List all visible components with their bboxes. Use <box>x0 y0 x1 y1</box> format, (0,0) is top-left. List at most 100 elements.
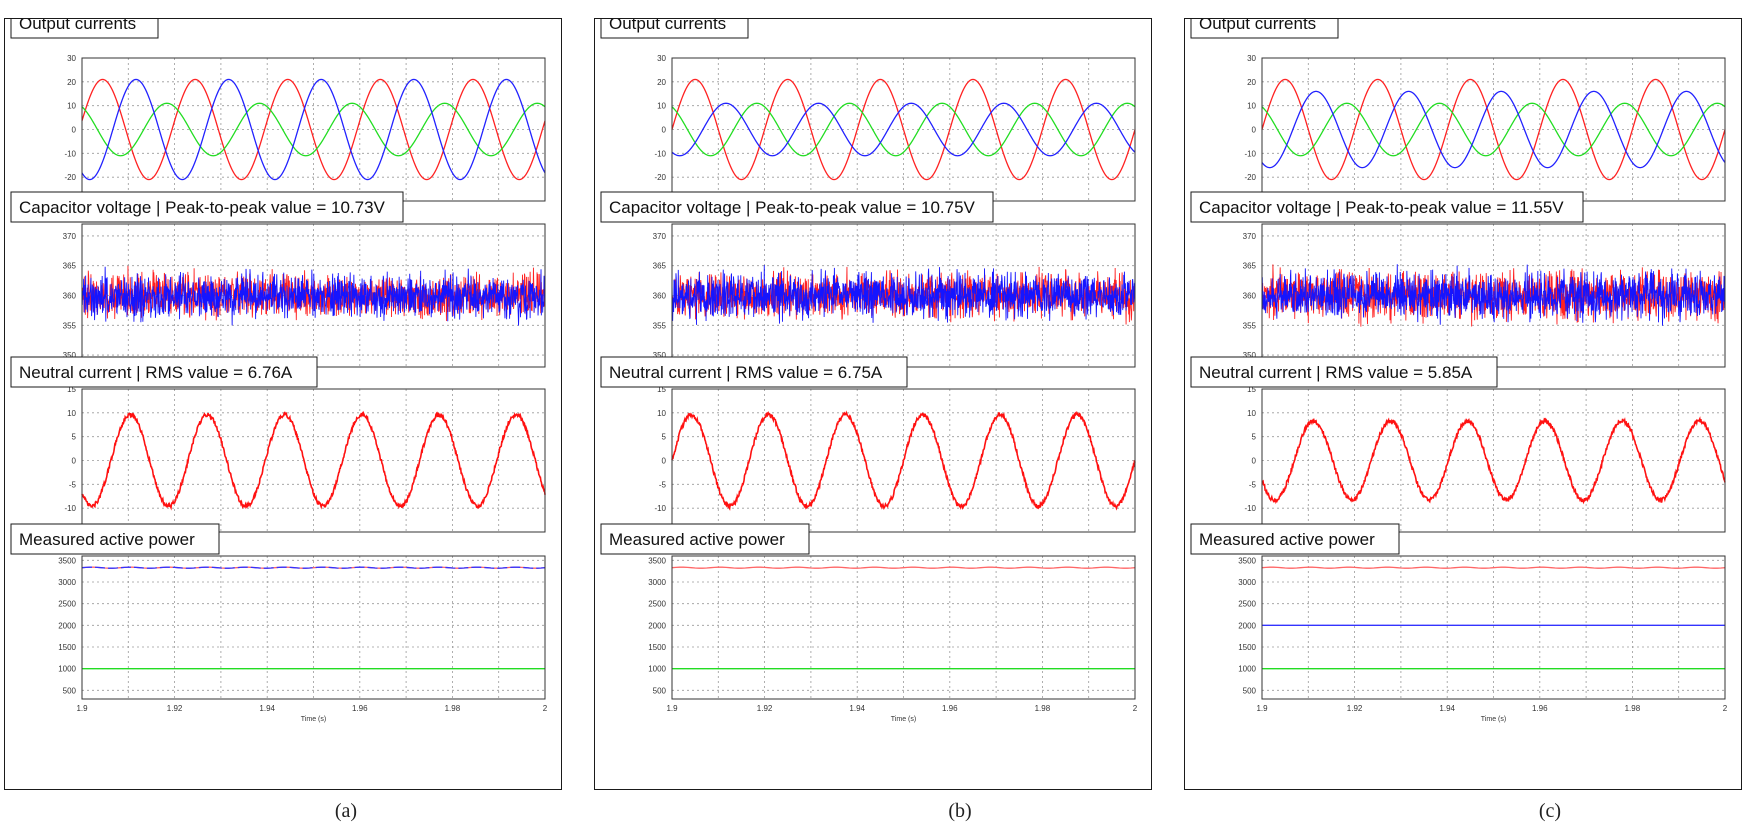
y-tick-label: 10 <box>1247 102 1256 111</box>
plot-border <box>1261 555 1726 700</box>
y-tick-label: -10 <box>64 149 76 158</box>
plot-title: Measured active power <box>1199 530 1375 549</box>
y-tick-label: 2500 <box>648 600 666 609</box>
y-tick-label: 365 <box>63 262 77 271</box>
y-tick-label: 355 <box>1243 321 1257 330</box>
plot-border <box>81 555 546 700</box>
series-line-2 <box>81 266 546 326</box>
y-tick-label: 3000 <box>1238 578 1256 587</box>
y-tick-label: 20 <box>1247 78 1256 87</box>
series-line-3 <box>81 78 546 181</box>
grid <box>82 556 545 699</box>
plot-title-box <box>600 19 749 39</box>
x-axis-label: Time (s) <box>1481 716 1506 723</box>
plot-a-2: 350 355 360 365 370 Capacitor voltage | Peak-… <box>10 191 546 368</box>
x-tick-label: 1.94 <box>259 704 275 713</box>
series-line-1 <box>671 410 1136 511</box>
y-tick-label: 2500 <box>58 600 76 609</box>
series-group <box>1261 416 1726 505</box>
y-tick-label: 20 <box>67 78 76 87</box>
y-tick-label: 360 <box>1243 292 1257 301</box>
y-tick-label: 3000 <box>58 578 76 587</box>
y-tick-label: 30 <box>1247 54 1256 63</box>
y-tick-label: -10 <box>1244 504 1256 513</box>
y-tick-label: 30 <box>67 54 76 63</box>
plot-title-box <box>600 356 908 388</box>
y-tick-label: 5 <box>662 433 667 442</box>
y-tick-label: 3500 <box>1238 556 1256 565</box>
y-tick-label: 500 <box>1243 686 1257 695</box>
panel-c-caption: (c) <box>1538 800 1562 822</box>
series-group <box>671 265 1136 325</box>
y-tick-label: 360 <box>63 292 77 301</box>
y-tick-label: 355 <box>63 321 77 330</box>
x-tick-label: 1.92 <box>757 704 773 713</box>
plot-border <box>1261 388 1726 533</box>
plot-title: Output currents <box>609 19 726 33</box>
y-tick-label: -5 <box>659 480 667 489</box>
y-tick-label: -10 <box>1244 149 1256 158</box>
x-tick-label: 2 <box>1133 704 1138 713</box>
y-tick-label: 0 <box>72 457 77 466</box>
y-tick-label: 5 <box>72 433 77 442</box>
plot-title-box <box>600 191 994 223</box>
y-tick-label: 360 <box>653 292 667 301</box>
x-tick-label: 1.9 <box>666 704 678 713</box>
y-tick-label: -20 <box>654 173 666 182</box>
y-tick-label: 0 <box>662 457 667 466</box>
x-tick-label: 1.9 <box>1256 704 1268 713</box>
series-line-3 <box>1261 90 1726 169</box>
y-tick-label: 10 <box>1247 409 1256 418</box>
y-tick-label: 370 <box>1243 232 1257 241</box>
x-tick-label: 1.96 <box>942 704 958 713</box>
plot-b-4: 500 1000 1500 2000 2500 3000 3500 1.9 1.92 1.94 1.… <box>600 523 1138 723</box>
series-line-2 <box>671 102 1136 157</box>
plot-border <box>671 388 1136 533</box>
y-tick-label: 10 <box>657 409 666 418</box>
y-tick-label: -20 <box>1244 173 1256 182</box>
series-line-1 <box>1261 416 1726 505</box>
series-line-2 <box>671 265 1136 325</box>
x-tick-label: 1.98 <box>1035 704 1051 713</box>
series-line-2 <box>81 102 546 157</box>
y-tick-label: -10 <box>64 504 76 513</box>
y-tick-label: 1500 <box>648 643 666 652</box>
x-tick-label: 1.94 <box>849 704 865 713</box>
y-tick-label: 1000 <box>1238 665 1256 674</box>
plot-border <box>81 388 546 533</box>
y-tick-label: 370 <box>63 232 77 241</box>
y-tick-label: 0 <box>662 126 667 135</box>
y-tick-label: 20 <box>657 78 666 87</box>
plot-title-box <box>10 19 159 39</box>
plot-title: Measured active power <box>609 530 785 549</box>
plot-title: Neutral current | RMS value = 6.76A <box>19 363 293 382</box>
grid <box>672 556 1135 699</box>
series-line-1 <box>671 566 1136 569</box>
plot-title-box <box>10 523 220 555</box>
plot-title-box <box>1190 191 1584 223</box>
panel-b-caption: (b) <box>948 800 972 822</box>
y-tick-label: 10 <box>657 102 666 111</box>
y-tick-label: 10 <box>67 102 76 111</box>
y-tick-label: 370 <box>653 232 667 241</box>
plot-a-4: 500 1000 1500 2000 2500 3000 3500 1.9 1.92 1.94 1.… <box>10 523 548 723</box>
plot-title-box <box>10 356 318 388</box>
x-tick-label: 1.92 <box>1347 704 1363 713</box>
y-tick-label: -10 <box>654 149 666 158</box>
series-line-1 <box>1261 78 1726 181</box>
grid <box>1262 556 1725 699</box>
plot-title-box <box>600 523 810 555</box>
x-tick-label: 1.98 <box>1625 704 1641 713</box>
series-line-1 <box>671 78 1136 181</box>
grid <box>1262 389 1725 532</box>
series-line-1 <box>81 410 546 511</box>
